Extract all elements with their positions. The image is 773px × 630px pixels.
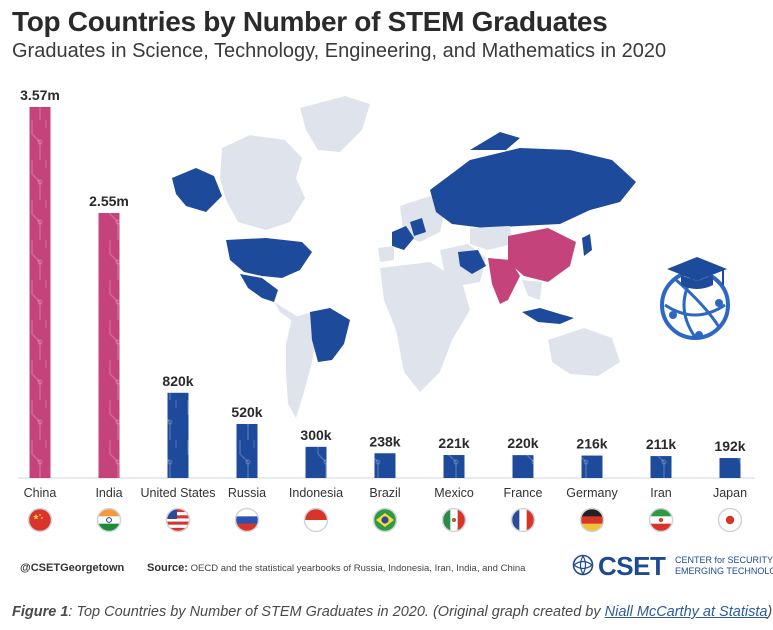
map-europe bbox=[400, 196, 446, 242]
bar-texture-india bbox=[98, 213, 120, 478]
source-note: Source: OECD and the statistical yearboo… bbox=[147, 562, 525, 574]
category-label-india: India bbox=[95, 486, 122, 500]
bar-texture-iran bbox=[650, 456, 672, 478]
cset-logo-icon bbox=[572, 554, 594, 576]
social-handle: @CSETGeorgetown bbox=[20, 562, 125, 574]
map-india bbox=[488, 258, 520, 304]
map-indonesia bbox=[522, 308, 574, 324]
flag-united-states-icon bbox=[165, 507, 191, 533]
flag-china-icon bbox=[27, 507, 53, 533]
infographic-card: Top Countries by Number of STEM Graduate… bbox=[12, 6, 773, 585]
page-subtitle: Graduates in Science, Technology, Engine… bbox=[12, 40, 667, 62]
flag-brazil-icon bbox=[372, 507, 398, 533]
bar-texture-germany bbox=[581, 455, 603, 478]
bar-texture-china bbox=[29, 107, 51, 478]
caption-text: : Top Countries by Number of STEM Gradua… bbox=[68, 604, 605, 620]
category-label-china: China bbox=[24, 486, 57, 500]
map-germany bbox=[410, 218, 426, 236]
data-label-brazil: 238k bbox=[369, 433, 400, 449]
chart: 3.57m China 2.55m India 820k United States 520… bbox=[18, 87, 755, 533]
category-label-russia: Russia bbox=[228, 486, 266, 500]
cset-logo-subtitle: CENTER for SECURITY and EMERGING TECHNOL… bbox=[675, 555, 773, 577]
map-mexico bbox=[240, 274, 278, 302]
page-title: Top Countries by Number of STEM Graduate… bbox=[12, 6, 608, 37]
source-label: Source: bbox=[147, 562, 188, 574]
map-china bbox=[508, 228, 576, 282]
map-united-states bbox=[226, 238, 312, 278]
cset-logo-text: CSET bbox=[598, 551, 666, 581]
category-label-germany: Germany bbox=[566, 486, 618, 500]
map-russia-north bbox=[470, 132, 520, 150]
caption-close: ) bbox=[767, 604, 773, 620]
map-canada bbox=[220, 135, 305, 230]
bar-texture-france bbox=[512, 455, 534, 478]
bar-texture-united-states bbox=[167, 392, 189, 478]
data-label-china: 3.57m bbox=[20, 87, 60, 103]
map-japan bbox=[582, 234, 592, 256]
data-label-india: 2.55m bbox=[89, 193, 129, 209]
bar-texture-mexico bbox=[443, 455, 465, 478]
bar-texture-russia bbox=[236, 423, 258, 478]
category-label-indonesia: Indonesia bbox=[289, 486, 343, 500]
data-label-iran: 211k bbox=[646, 436, 677, 452]
cset-logo-line-2: EMERGING TECHNOLOGY bbox=[675, 566, 773, 576]
category-label-mexico: Mexico bbox=[434, 486, 474, 500]
category-label-japan: Japan bbox=[713, 486, 747, 500]
flag-indonesia-icon bbox=[303, 507, 329, 533]
flag-russia-icon bbox=[234, 507, 260, 533]
map-brazil bbox=[310, 308, 350, 362]
map-alaska bbox=[172, 168, 222, 212]
category-label-france: France bbox=[504, 486, 543, 500]
data-label-mexico: 221k bbox=[438, 435, 469, 451]
map-iran bbox=[458, 250, 486, 274]
map-australia bbox=[548, 328, 620, 376]
map-africa bbox=[380, 262, 470, 392]
category-label-united-states: United States bbox=[140, 486, 215, 500]
map-central-america bbox=[274, 302, 300, 322]
flag-mexico-icon bbox=[441, 507, 467, 533]
map-greenland bbox=[300, 96, 370, 152]
figure-caption: Figure 1: Top Countries by Number of STE… bbox=[12, 604, 772, 620]
map-south-america-west bbox=[286, 312, 318, 418]
cset-logo[interactable]: CSET CENTER for SECURITY and EMERGING TE… bbox=[572, 551, 773, 585]
flag-germany-icon bbox=[579, 507, 605, 533]
data-label-germany: 216k bbox=[576, 436, 607, 452]
graduation-globe-icon bbox=[660, 257, 730, 340]
map-iberia bbox=[378, 246, 394, 262]
data-label-russia: 520k bbox=[231, 404, 262, 420]
map-southeast-asia bbox=[522, 280, 542, 300]
flag-france-icon bbox=[510, 507, 536, 533]
data-label-united-states: 820k bbox=[162, 373, 193, 389]
world-map bbox=[172, 96, 636, 418]
bar-texture-japan bbox=[719, 458, 741, 478]
data-label-indonesia: 300k bbox=[300, 427, 331, 443]
category-label-brazil: Brazil bbox=[369, 486, 400, 500]
flag-india-icon bbox=[96, 507, 122, 533]
category-label-iran: Iran bbox=[650, 486, 672, 500]
bar-texture-brazil bbox=[374, 453, 396, 478]
statista-link[interactable]: Niall McCarthy at Statista bbox=[604, 604, 768, 620]
flag-japan-icon bbox=[717, 507, 743, 533]
cset-logo-line-1: CENTER for SECURITY and bbox=[675, 555, 773, 565]
bars-group: 3.57m China 2.55m India 820k United States 520… bbox=[20, 87, 747, 533]
map-france bbox=[392, 226, 414, 250]
data-label-france: 220k bbox=[507, 435, 538, 451]
bar-texture-indonesia bbox=[305, 446, 327, 478]
map-russia bbox=[430, 148, 636, 228]
data-label-japan: 192k bbox=[714, 438, 745, 454]
figure-label: Figure 1 bbox=[12, 604, 69, 620]
map-central-asia bbox=[470, 226, 512, 250]
flag-iran-icon bbox=[648, 507, 674, 533]
source-text: OECD and the statistical yearbooks of Ru… bbox=[190, 563, 526, 574]
